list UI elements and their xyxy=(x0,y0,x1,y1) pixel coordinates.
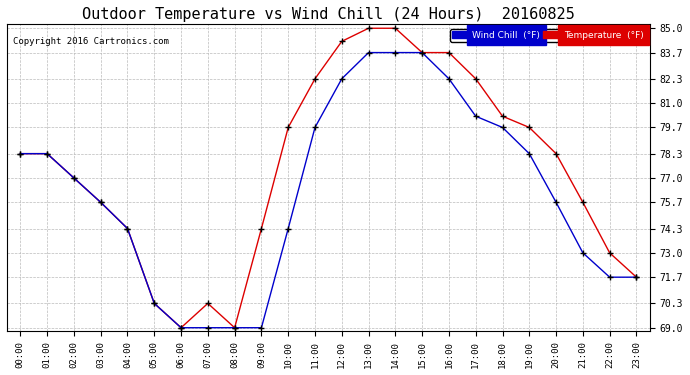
Text: Copyright 2016 Cartronics.com: Copyright 2016 Cartronics.com xyxy=(13,37,169,46)
Legend: Wind Chill  (°F), Temperature  (°F): Wind Chill (°F), Temperature (°F) xyxy=(450,29,645,42)
Title: Outdoor Temperature vs Wind Chill (24 Hours)  20160825: Outdoor Temperature vs Wind Chill (24 Ho… xyxy=(82,7,575,22)
